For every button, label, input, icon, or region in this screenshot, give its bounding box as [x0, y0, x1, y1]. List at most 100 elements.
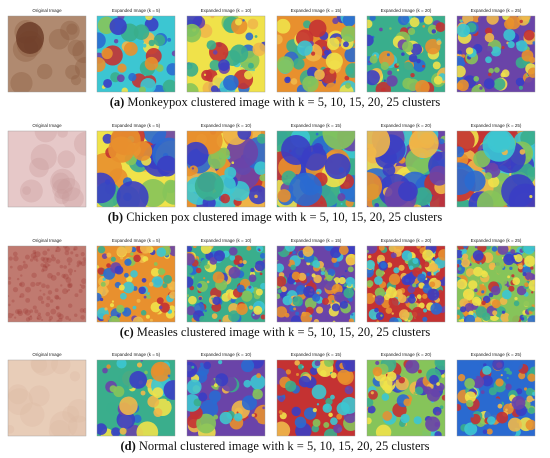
- cluster-blob: [339, 300, 349, 309]
- cluster-blob: [109, 303, 115, 308]
- cluster-blob: [389, 317, 399, 322]
- panel-title: Original Image: [32, 238, 62, 243]
- cluster-blob: [324, 153, 351, 180]
- cluster-blob: [311, 384, 327, 400]
- cluster-blob: [206, 280, 210, 284]
- cluster-blob: [491, 246, 498, 252]
- texture: [30, 281, 36, 287]
- texture: [65, 315, 70, 320]
- cluster-blob: [298, 375, 311, 388]
- panel-image: [277, 16, 355, 92]
- cluster-blob: [223, 74, 239, 91]
- cluster-blob: [239, 260, 243, 264]
- cluster-blob: [496, 267, 503, 275]
- texture: [75, 253, 79, 258]
- texture: [51, 172, 70, 191]
- cluster-blob: [490, 46, 502, 57]
- texture: [29, 157, 49, 178]
- panel-title: Expanded Image (k = 10): [201, 352, 252, 357]
- cluster-blob: [218, 147, 230, 160]
- cluster-blob: [457, 79, 469, 92]
- panel-image: [277, 131, 355, 207]
- cluster-blob: [333, 277, 341, 284]
- cluster-blob: [368, 60, 371, 63]
- texture: [42, 265, 48, 272]
- cluster-blob: [372, 294, 376, 298]
- cluster-blob: [248, 260, 256, 268]
- cluster-blob: [148, 39, 155, 47]
- cluster-blob: [97, 172, 116, 204]
- texture: [8, 281, 12, 285]
- panel-image: [277, 360, 355, 436]
- cluster-blob: [367, 259, 376, 270]
- panel-frame: [366, 130, 446, 208]
- cluster-blob: [218, 360, 223, 365]
- cluster-blob: [97, 57, 106, 73]
- cluster-blob: [410, 43, 423, 55]
- cluster-blob: [488, 67, 494, 74]
- cluster-blob: [197, 283, 202, 289]
- cluster-blob: [248, 274, 257, 283]
- texture: [48, 315, 54, 320]
- cluster-blob: [457, 267, 462, 271]
- panel-title: Original Image: [32, 8, 62, 13]
- cluster-blob: [104, 307, 108, 311]
- texture: [67, 268, 73, 274]
- cluster-blob: [136, 362, 143, 368]
- cluster-blob: [314, 360, 321, 367]
- cluster-blob: [386, 75, 398, 87]
- cluster-blob: [502, 289, 512, 300]
- cluster-blob: [157, 268, 165, 276]
- cluster-blob: [397, 16, 410, 26]
- caption-label: (c): [120, 325, 134, 339]
- cluster-blob: [191, 365, 195, 369]
- cluster-blob: [327, 268, 336, 277]
- cluster-blob: [524, 387, 528, 391]
- cluster-blob: [336, 402, 350, 416]
- cluster-blob: [472, 250, 484, 261]
- cluster-blob: [119, 396, 138, 416]
- cluster-blob: [462, 288, 475, 301]
- panel-title: Expanded Image (k = 20): [381, 123, 432, 128]
- cluster-blob: [438, 249, 445, 261]
- texture: [67, 288, 71, 292]
- cluster-blob: [457, 162, 476, 196]
- cluster-blob: [526, 395, 534, 403]
- cluster-blob: [501, 69, 510, 78]
- cluster-blob: [460, 306, 467, 313]
- cluster-blob: [144, 17, 159, 32]
- cluster-blob: [331, 300, 335, 303]
- texture: [68, 303, 73, 308]
- panel-image: [277, 246, 355, 322]
- cluster-blob: [479, 86, 483, 90]
- texture: [17, 310, 23, 317]
- cluster-blob: [241, 395, 257, 411]
- cluster-blob: [156, 155, 175, 177]
- cluster-blob: [198, 392, 208, 402]
- cluster-blob: [347, 266, 354, 273]
- cluster-blob: [200, 246, 212, 254]
- cluster-blob: [212, 399, 218, 405]
- texture: [12, 251, 18, 257]
- cluster-blob: [320, 201, 324, 205]
- cluster-blob: [203, 361, 212, 370]
- cluster-blob: [344, 82, 352, 89]
- cluster-blob: [512, 277, 521, 285]
- texture: [8, 425, 15, 434]
- cluster-blob: [464, 314, 476, 322]
- cluster-blob: [519, 19, 523, 24]
- cluster-blob: [340, 25, 355, 42]
- cluster-blob: [319, 370, 327, 377]
- cluster-blob: [293, 307, 297, 311]
- cluster-blob: [390, 252, 397, 259]
- cluster-blob: [484, 32, 495, 43]
- texture: [40, 263, 45, 268]
- cluster-blob: [396, 63, 400, 66]
- texture: [25, 286, 31, 293]
- cluster-blob: [330, 417, 338, 426]
- cluster-blob: [330, 372, 337, 379]
- cluster-blob: [481, 290, 485, 294]
- texture: [62, 246, 68, 249]
- cluster-blob: [432, 61, 441, 70]
- texture: [10, 72, 33, 92]
